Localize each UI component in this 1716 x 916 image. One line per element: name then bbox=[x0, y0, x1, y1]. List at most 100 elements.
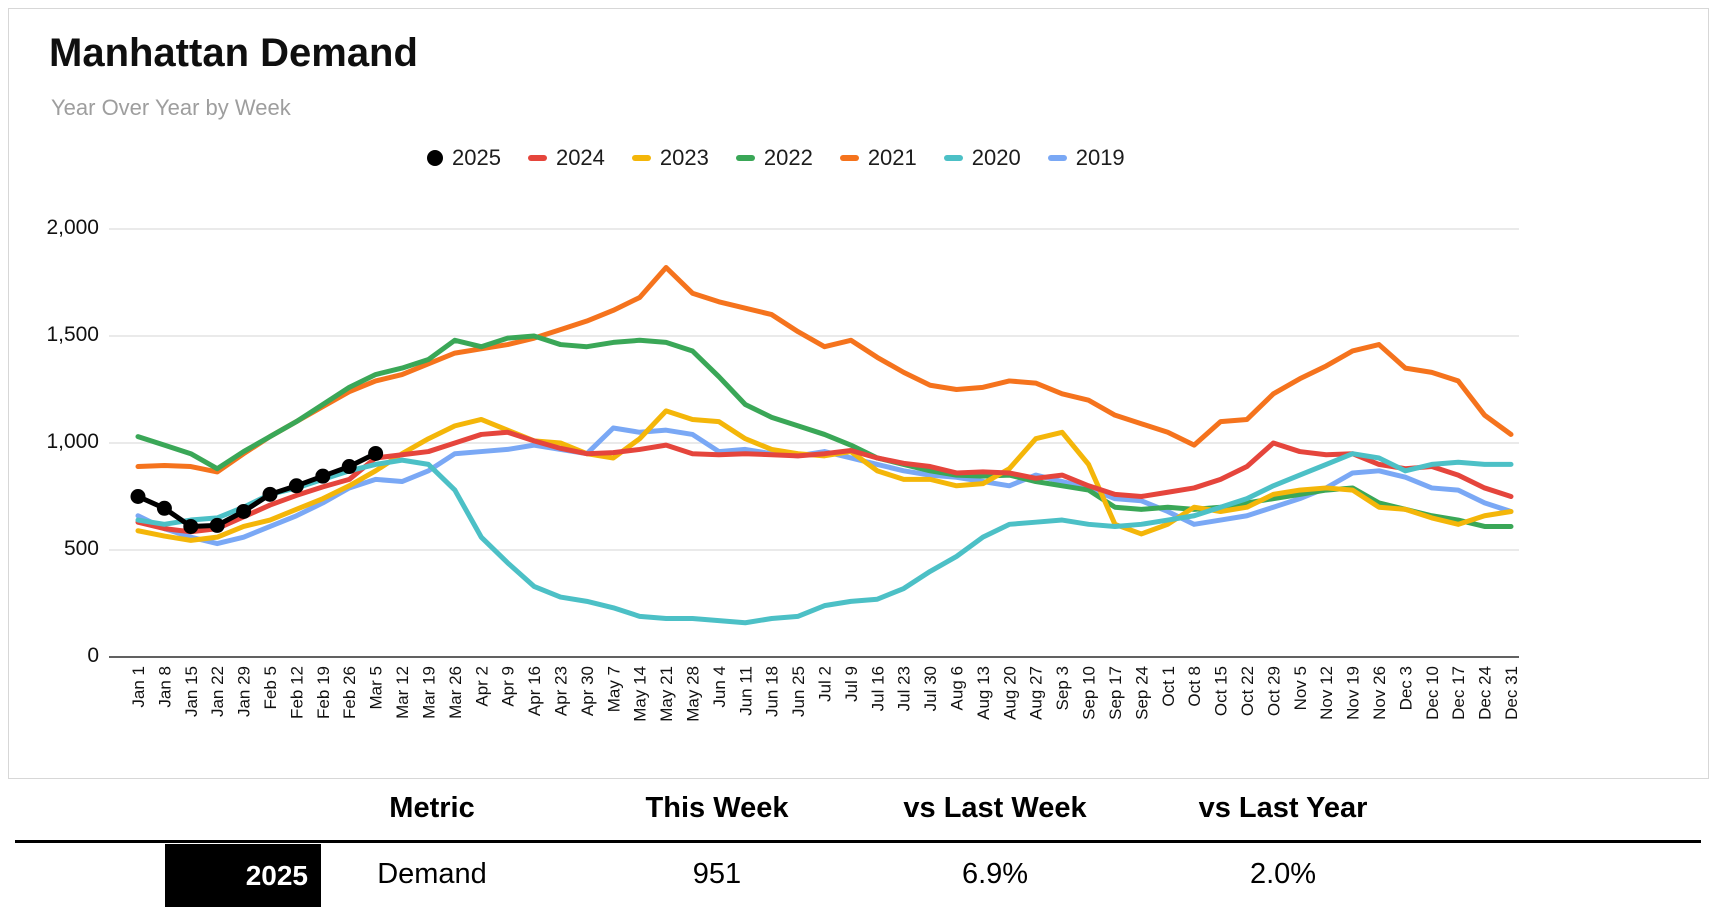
chart-title: Manhattan Demand bbox=[49, 31, 418, 75]
legend-label: 2021 bbox=[867, 145, 917, 170]
x-axis-label: Aug 27 bbox=[1027, 666, 1046, 720]
x-axis-label: Oct 15 bbox=[1212, 666, 1231, 716]
legend-marker-2022 bbox=[735, 155, 755, 161]
x-axis-label: Feb 19 bbox=[314, 666, 333, 719]
x-axis-label: Sep 24 bbox=[1132, 666, 1151, 720]
x-axis-label: Nov 19 bbox=[1344, 666, 1363, 720]
x-axis-label: Jul 23 bbox=[895, 666, 914, 711]
x-axis-label: May 21 bbox=[657, 666, 676, 722]
y-axis-label: 500 bbox=[63, 537, 99, 560]
x-axis-label: Dec 24 bbox=[1476, 666, 1495, 720]
table-header-vs-last-week: vs Last Week bbox=[903, 792, 1087, 824]
x-axis-label: Sep 10 bbox=[1080, 666, 1099, 720]
x-axis-label: Feb 26 bbox=[340, 666, 359, 719]
series-point-2025 bbox=[262, 486, 278, 502]
legend-marker-2023 bbox=[631, 155, 651, 161]
legend-item-2020[interactable]: 2020 bbox=[943, 145, 1021, 171]
x-axis-label: Jul 9 bbox=[842, 666, 861, 702]
series-line-2024 bbox=[135, 429, 1514, 535]
x-axis-label: Dec 10 bbox=[1423, 666, 1442, 720]
x-axis-label: Feb 12 bbox=[287, 666, 306, 719]
x-axis-label: Apr 30 bbox=[578, 666, 597, 716]
table-header-divider bbox=[15, 840, 1701, 843]
series-point-2025 bbox=[209, 517, 225, 533]
legend-item-2024[interactable]: 2024 bbox=[527, 145, 605, 171]
x-axis-label: Mar 5 bbox=[367, 666, 386, 709]
x-axis-label: Jun 4 bbox=[710, 666, 729, 708]
legend-label: 2022 bbox=[763, 145, 813, 170]
table-cell: 2.0% bbox=[1249, 858, 1317, 890]
x-axis-label: Jun 11 bbox=[736, 666, 755, 716]
table-cell: Demand bbox=[377, 858, 487, 890]
x-axis-label: Jul 16 bbox=[868, 666, 887, 711]
y-axis-label: 1,500 bbox=[46, 323, 99, 346]
y-axis-label: 0 bbox=[87, 644, 99, 667]
legend-marker-2019 bbox=[1047, 155, 1067, 161]
legend-item-2023[interactable]: 2023 bbox=[631, 145, 709, 171]
x-axis-label: Mar 12 bbox=[393, 666, 412, 719]
x-axis-label: Aug 13 bbox=[974, 666, 993, 720]
x-axis-label: Apr 2 bbox=[472, 666, 491, 707]
x-axis-label: Nov 26 bbox=[1370, 666, 1389, 720]
chart-card: Manhattan Demand Year Over Year by Week … bbox=[8, 8, 1709, 779]
x-axis-label: Apr 16 bbox=[525, 666, 544, 716]
x-axis-label: Jan 8 bbox=[155, 666, 174, 708]
x-axis-label: Oct 1 bbox=[1159, 666, 1178, 707]
legend-item-2025[interactable]: 2025 bbox=[427, 145, 501, 171]
legend-item-2021[interactable]: 2021 bbox=[839, 145, 917, 171]
year-badge: 2025 bbox=[165, 844, 321, 907]
legend-label: 2019 bbox=[1075, 145, 1125, 170]
series-point-2025 bbox=[288, 478, 304, 494]
x-axis-label: Mar 19 bbox=[419, 666, 438, 719]
series-point-2025 bbox=[130, 489, 146, 504]
x-axis-label: Feb 5 bbox=[261, 666, 280, 709]
x-axis-label: Jun 25 bbox=[789, 666, 808, 717]
table-cell: 6.9% bbox=[961, 858, 1029, 890]
legend-marker-2025 bbox=[427, 150, 443, 166]
legend-item-2022[interactable]: 2022 bbox=[735, 145, 813, 171]
x-axis-label: Jan 15 bbox=[182, 666, 201, 717]
x-axis-label: Jul 30 bbox=[921, 666, 940, 711]
y-axis-label: 2,000 bbox=[46, 216, 99, 239]
table-header-this-week: This Week bbox=[645, 792, 789, 824]
x-axis-label: Sep 17 bbox=[1106, 666, 1125, 720]
x-axis-label: Apr 23 bbox=[551, 666, 570, 716]
x-axis-label: Jul 2 bbox=[816, 666, 835, 702]
x-axis-label: Aug 20 bbox=[1000, 666, 1019, 720]
x-axis-label: Jan 29 bbox=[235, 666, 254, 717]
x-axis-label: May 7 bbox=[604, 666, 623, 712]
x-axis-label: Sep 3 bbox=[1053, 666, 1072, 710]
series-line-2020 bbox=[135, 451, 1514, 626]
series-point-2025 bbox=[368, 445, 384, 461]
x-axis-label: Jan 1 bbox=[129, 666, 148, 708]
series-point-2025 bbox=[236, 503, 252, 519]
series-point-2025 bbox=[156, 500, 172, 516]
legend-label: 2025 bbox=[452, 145, 501, 170]
series-point-2025 bbox=[341, 459, 357, 475]
series-point-2025 bbox=[183, 518, 199, 534]
chart-subtitle: Year Over Year by Week bbox=[51, 95, 291, 120]
table-cell: 951 bbox=[692, 858, 742, 890]
legend-label: 2024 bbox=[555, 145, 605, 170]
legend-marker-2024 bbox=[527, 155, 547, 161]
legend-marker-2020 bbox=[943, 155, 963, 161]
chart-plot-area: Jan 1 Jan 8 Jan 15 Jan 22 Jan 29 Feb 5 Feb 12 F… bbox=[109, 228, 1521, 722]
x-axis-label: Oct 8 bbox=[1185, 666, 1204, 707]
table-header-vs-last-year: vs Last Year bbox=[1198, 792, 1368, 824]
x-axis-label: Jun 18 bbox=[763, 666, 782, 717]
legend-label: 2023 bbox=[659, 145, 709, 170]
chart-legend: 2025 2024 2023 2022 2021 2020 2019 bbox=[427, 145, 1125, 171]
x-axis-label: Nov 12 bbox=[1317, 666, 1336, 720]
x-axis-label: Jan 22 bbox=[208, 666, 227, 717]
x-axis-label: Oct 29 bbox=[1264, 666, 1283, 716]
x-axis-label: Mar 26 bbox=[446, 666, 465, 719]
series-line-2025 bbox=[135, 450, 379, 529]
legend-marker-2021 bbox=[839, 155, 859, 161]
y-axis-label: 1,000 bbox=[46, 430, 99, 453]
table-header-metric: Metric bbox=[389, 792, 475, 824]
x-axis-label: Dec 31 bbox=[1502, 666, 1521, 720]
x-axis-label: Apr 9 bbox=[499, 666, 518, 707]
legend-item-2019[interactable]: 2019 bbox=[1047, 145, 1125, 171]
x-axis-label: Dec 3 bbox=[1396, 666, 1415, 710]
